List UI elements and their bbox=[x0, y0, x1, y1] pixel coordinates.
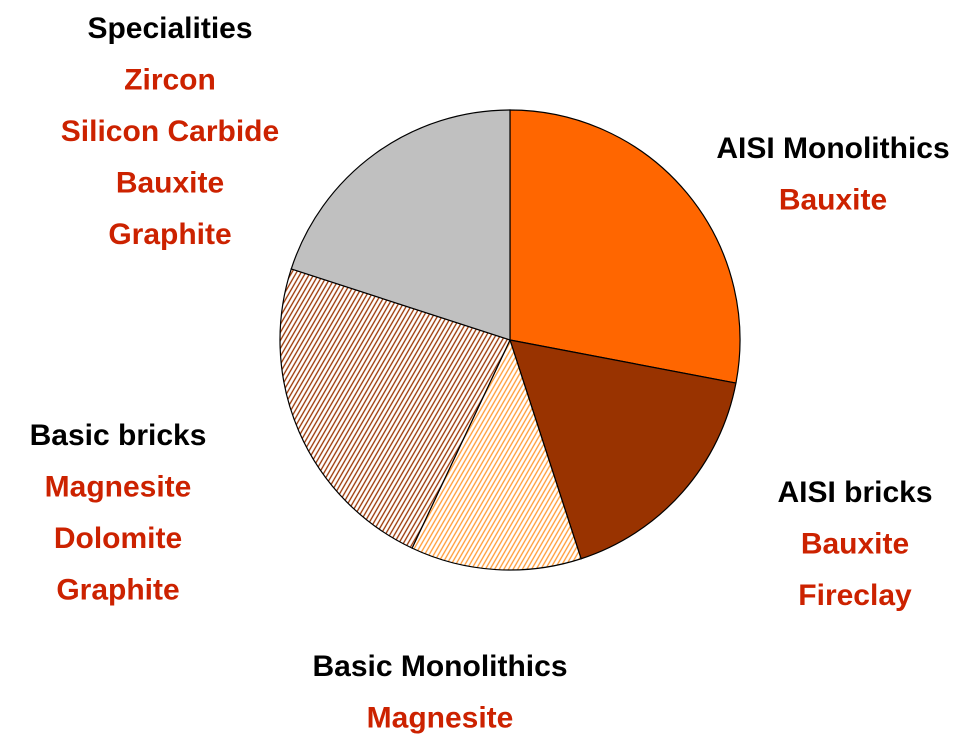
material-label: Magnesite bbox=[367, 701, 514, 734]
material-label: Graphite bbox=[108, 218, 231, 251]
material-label: Fireclay bbox=[798, 579, 912, 612]
material-label: Silicon Carbide bbox=[61, 115, 279, 148]
pie-slice bbox=[509, 109, 741, 384]
slice-label: Specialities bbox=[87, 12, 252, 45]
material-label: Dolomite bbox=[54, 522, 182, 555]
slice-label: AISI bricks bbox=[777, 476, 932, 509]
pie-slice bbox=[290, 109, 511, 341]
material-label: Bauxite bbox=[801, 527, 909, 560]
material-label: Bauxite bbox=[779, 183, 887, 216]
slice-label: Basic Monolithics bbox=[312, 650, 567, 683]
material-label: Graphite bbox=[56, 573, 179, 606]
material-label: Magnesite bbox=[45, 470, 192, 503]
pie-slice bbox=[279, 268, 511, 549]
material-label: Zircon bbox=[124, 63, 216, 96]
slice-label: Basic bricks bbox=[30, 419, 207, 452]
material-label: Bauxite bbox=[116, 166, 224, 199]
pie-slice bbox=[509, 339, 737, 560]
pie-slice bbox=[411, 338, 582, 571]
slice-label: AISI Monolithics bbox=[716, 132, 949, 165]
